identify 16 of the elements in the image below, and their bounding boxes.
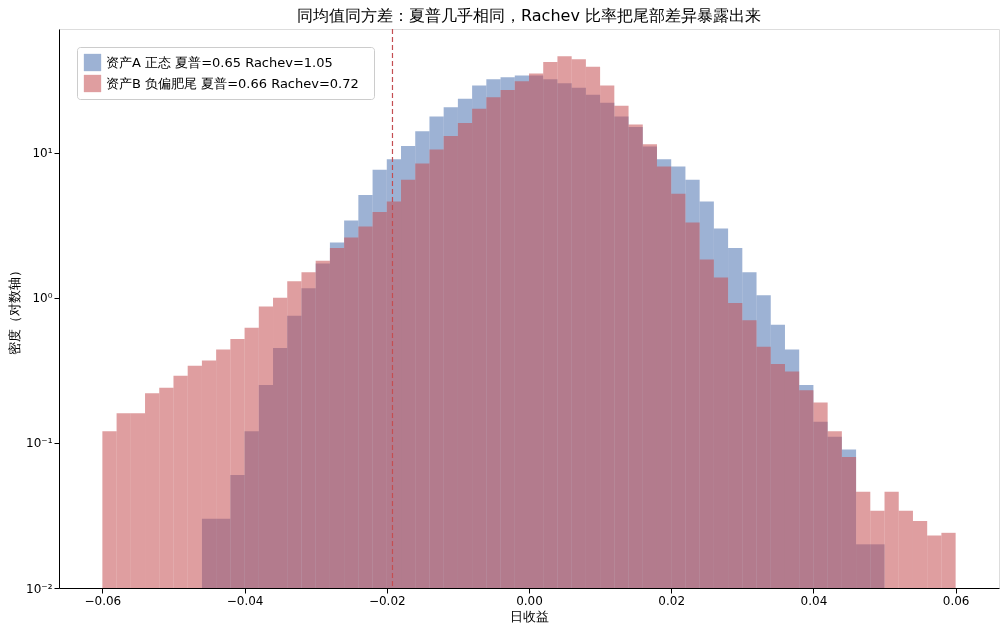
legend-label: 资产A 正态 夏普=0.65 Rachev=1.05: [106, 54, 333, 70]
y-tick-label: 10⁰: [32, 291, 53, 306]
x-tick-label: −0.06: [84, 593, 122, 608]
x-tick-label: −0.02: [368, 593, 406, 608]
legend-label: 资产B 负偏肥尾 夏普=0.66 Rachev=0.72: [106, 75, 359, 91]
y-tick-label: 10⁻¹: [26, 436, 53, 451]
x-tick-label: 0.06: [942, 593, 970, 608]
y-axis-title: 密度（对数轴）: [7, 263, 23, 355]
x-tick-label: −0.04: [226, 593, 264, 608]
x-tick-label: 0.04: [800, 593, 828, 608]
y-tick-label: 10¹: [32, 146, 53, 161]
chart-title: 同均值同方差：夏普几乎相同，Rachev 比率把尾部差异暴露出来: [297, 6, 761, 26]
x-tick-label: 0.02: [658, 593, 686, 608]
y-tick-label: 10⁻²: [26, 581, 53, 596]
x-axis-title: 日收益: [510, 608, 549, 624]
x-tick-label: 0.00: [516, 593, 543, 608]
